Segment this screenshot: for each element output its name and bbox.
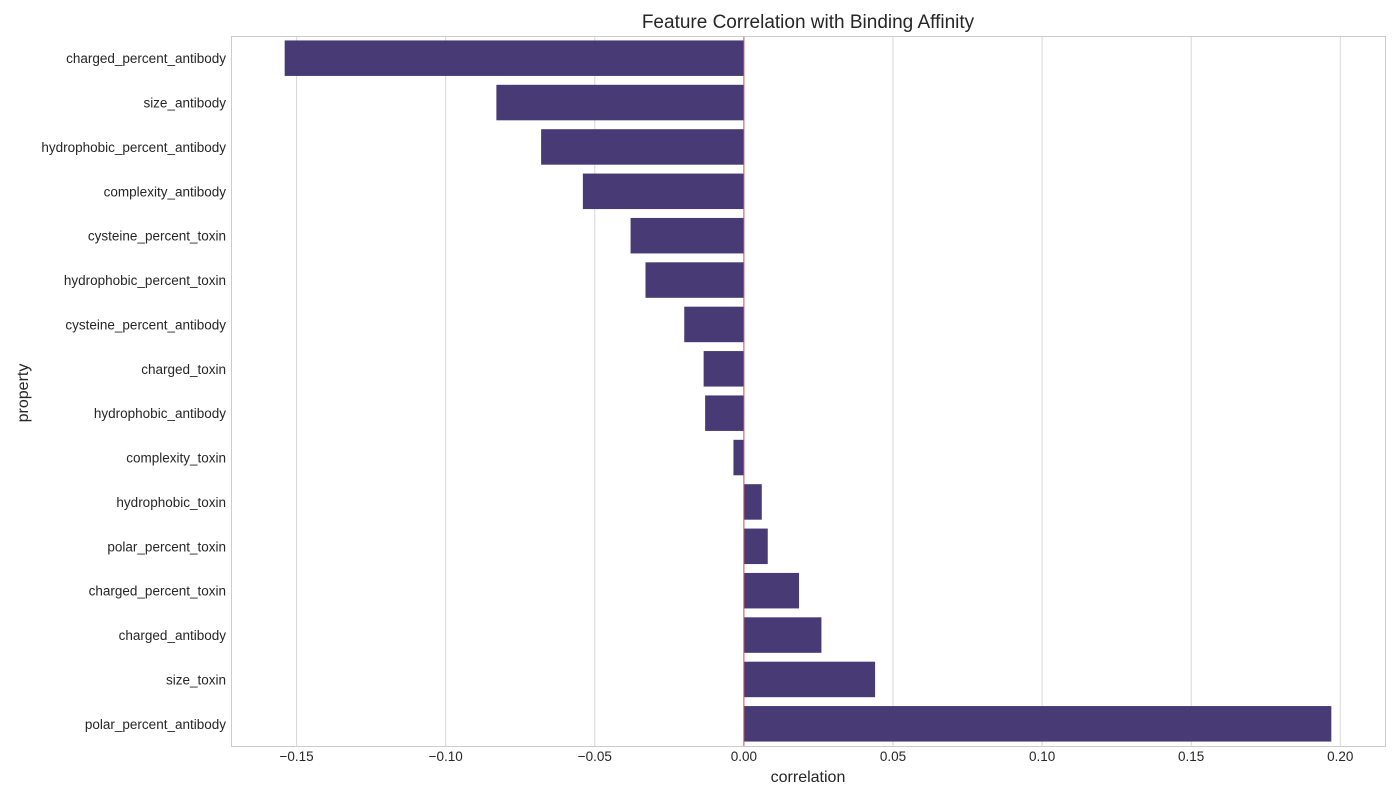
bar-complexity-toxin	[733, 439, 744, 476]
bar-hydrophobic-percent-antibody	[541, 129, 744, 165]
y-category-label: charged_toxin	[141, 362, 226, 377]
y-category-label: cysteine_percent_antibody	[65, 317, 226, 332]
bar-hydrophobic-percent-toxin	[645, 262, 744, 298]
y-category-label: polar_percent_antibody	[85, 717, 226, 732]
x-tick-label: 0.10	[1029, 749, 1055, 764]
bars	[284, 40, 1332, 742]
y-category-label: size_antibody	[143, 96, 226, 111]
y-axis-label: property	[15, 364, 32, 423]
x-axis-label: correlation	[771, 769, 846, 786]
bar-charged-percent-antibody	[284, 40, 744, 76]
plot-frame	[231, 36, 1386, 747]
bar-size-antibody	[496, 84, 744, 121]
x-tick-label: −0.05	[578, 749, 612, 764]
bar-cysteine-percent-antibody	[684, 306, 744, 343]
y-category-label: hydrophobic_antibody	[94, 406, 226, 421]
y-category-label: hydrophobic_toxin	[116, 495, 226, 510]
y-category-labels: charged_percent_antibody size_antibodyhyd…	[41, 51, 226, 732]
y-category-label: charged_percent_toxin	[89, 584, 226, 599]
bar-charged-percent-toxin	[743, 572, 800, 609]
x-tick-label: 0.00	[731, 749, 757, 764]
x-tick-label: −0.15	[280, 749, 314, 764]
bar-cysteine-percent-toxin	[630, 217, 744, 254]
x-tick-labels: −0.15 −0.10 −0.05 0.00 0.05 0.10 0.15 0.20	[280, 749, 1354, 764]
y-category-label: cysteine_percent_toxin	[88, 229, 226, 244]
y-category-label: hydrophobic_percent_antibody	[41, 140, 226, 155]
x-tick-label: 0.15	[1178, 749, 1204, 764]
y-category-label: complexity_antibody	[104, 184, 227, 199]
y-category-label: polar_percent_toxin	[107, 539, 226, 554]
bar-charged-toxin	[703, 351, 744, 387]
bar-hydrophobic-antibody	[705, 395, 744, 431]
x-tick-label: −0.10	[429, 749, 463, 764]
y-category-label: hydrophobic_percent_toxin	[64, 273, 226, 288]
y-category-label: complexity_toxin	[126, 451, 226, 466]
x-tick-label: 0.05	[880, 749, 906, 764]
bar-complexity-antibody	[582, 173, 744, 210]
y-category-label: size_toxin	[166, 672, 226, 687]
bar-polar-percent-antibody	[743, 706, 1332, 742]
y-category-label: charged_percent_antibody	[66, 51, 226, 66]
chart-title: Feature Correlation with Binding Affinit…	[642, 12, 975, 33]
bar-charged-antibody	[743, 617, 822, 653]
bar-polar-percent-toxin	[743, 528, 768, 565]
x-tick-label: 0.20	[1327, 749, 1353, 764]
y-category-label: charged_antibody	[119, 628, 227, 643]
bar-size-toxin	[743, 661, 876, 698]
bar-hydrophobic-toxin	[743, 484, 762, 520]
